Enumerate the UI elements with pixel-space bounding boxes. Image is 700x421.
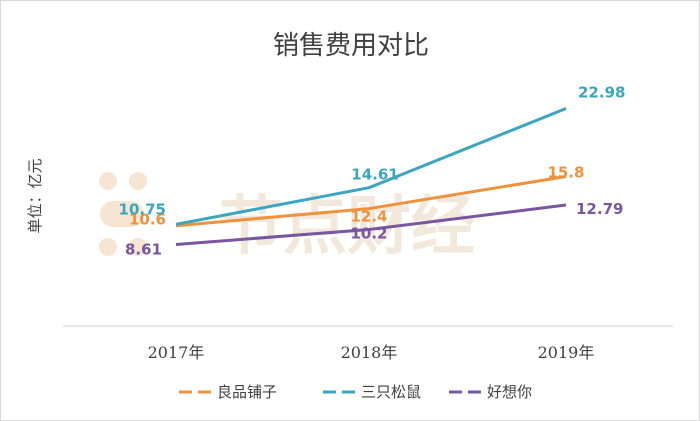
data-label: 12.4: [350, 208, 387, 226]
data-labels: 10.6 12.4 15.8 10.75 14.61 22.98 8.61 10.2 12.79: [119, 84, 626, 259]
y-axis-label: 单位：亿元: [26, 158, 44, 233]
legend-item-label: 良品铺子: [217, 383, 277, 401]
series-line: [175, 203, 567, 246]
data-label: 14.61: [351, 166, 398, 184]
watermark: 节点财经: [99, 172, 475, 264]
x-tick-label: 2019年: [538, 343, 595, 362]
legend-item-label: 好想你: [487, 383, 532, 401]
x-tick-label: 2018年: [341, 343, 398, 362]
data-label: 22.98: [578, 84, 625, 102]
x-axis-ticks: 2017年 2018年 2019年: [148, 343, 595, 362]
series-lines: [175, 107, 567, 246]
data-label: 8.61: [125, 241, 162, 259]
x-tick-label: 2017年: [148, 343, 205, 362]
series-line: [175, 175, 567, 228]
data-label: 10.2: [350, 224, 387, 242]
legend-item-label: 三只松鼠: [361, 383, 421, 401]
legend: 良品铺子 三只松鼠 好想你: [179, 383, 532, 401]
data-label: 12.79: [576, 200, 623, 218]
chart-title: 销售费用对比: [273, 31, 429, 61]
watermark-text: 节点财经: [219, 190, 475, 264]
data-label: 10.75: [119, 200, 166, 218]
data-label: 15.8: [547, 163, 584, 181]
data-label: 10.6: [129, 211, 166, 229]
series-line: [175, 107, 567, 226]
